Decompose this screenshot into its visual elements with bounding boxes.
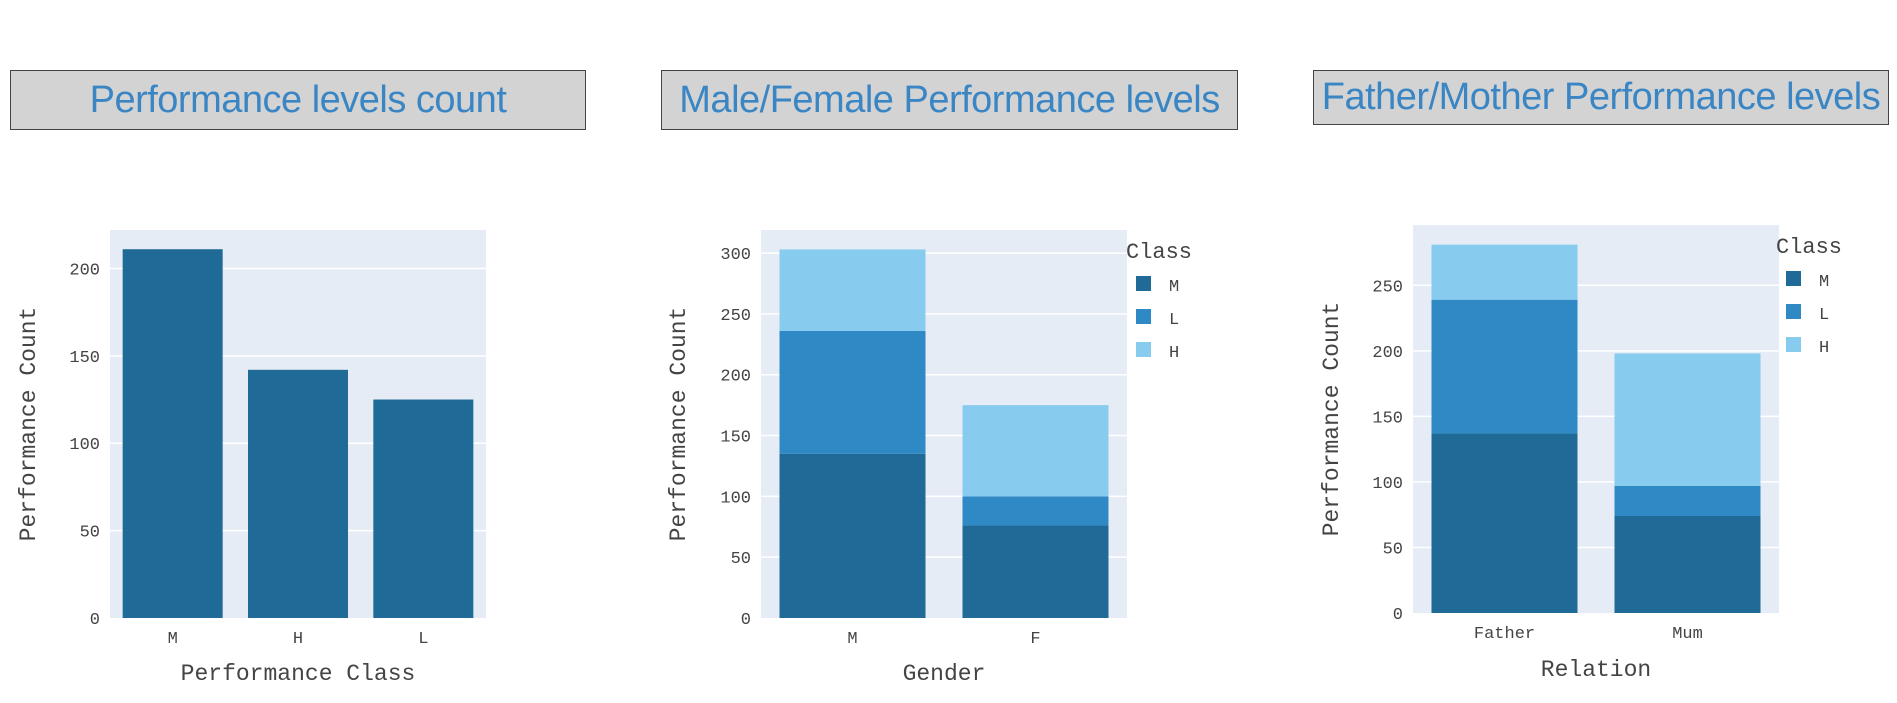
bar [373,399,474,618]
chart-title: Performance levels count [10,70,586,130]
y-axis-title: Performance Count [16,307,42,542]
bar-segment-M [962,525,1109,618]
legend-label: H [1169,344,1179,363]
x-tick-label: F [1030,630,1040,649]
bar-segment-L [779,330,926,454]
x-tick-label: M [847,630,857,649]
y-tick-label: 250 [1372,278,1403,297]
y-axis-title: Performance Count [1319,302,1345,537]
bar-segment-H [779,249,926,331]
bar-segment-L [1614,485,1761,516]
legend-label: L [1819,306,1829,325]
bar-segment-H [1614,353,1761,486]
legend-swatch-L [1136,309,1151,324]
bar-segment-H [962,405,1109,497]
chart-panel-3: Father/Mother Performance levels 0 50 100 1… [1300,0,1897,703]
y-tick-label: 150 [720,429,751,448]
y-axis-title: Performance Count [666,307,692,542]
bar-segment-M [779,453,926,618]
bar [248,369,348,618]
chart-svg: 0 50 100 150 200 250 300 M F Gender Performance Co… [666,230,1192,687]
x-axis-title: Performance Class [181,661,416,687]
y-tick-label: 0 [90,611,100,630]
legend-label: H [1819,339,1829,358]
y-tick-label: 100 [69,436,100,455]
chart-title: Male/Female Performance levels [661,70,1238,130]
bar-segment-H [1431,244,1578,300]
bar-segment-M [1614,516,1761,613]
legend-swatch-H [1786,337,1801,352]
x-axis-title: Relation [1541,657,1651,683]
chart-panel-1: Performance levels count 0 50 100 150 200 M H L… [0,0,600,703]
y-tick-label: 200 [720,368,751,387]
legend-swatch-L [1786,304,1801,319]
chart-svg: 0 50 100 150 200 250 Father Mum Relation Performa… [1319,225,1842,683]
legend-swatch-M [1136,276,1151,291]
legend-swatch-H [1136,342,1151,357]
y-tick-label: 100 [720,489,751,508]
chart-title: Father/Mother Performance levels [1313,70,1889,125]
bar-segment-L [962,496,1109,526]
y-tick-label: 50 [80,524,100,543]
y-tick-label: 150 [69,349,100,368]
x-axis-title: Gender [903,661,986,687]
y-tick-label: 50 [1383,540,1403,559]
legend-title: Class [1776,235,1842,260]
y-tick-label: 50 [731,550,751,569]
bar-segment-L [1431,299,1578,434]
legend-label: M [1169,278,1179,297]
x-tick-label: Father [1474,625,1535,644]
legend-label: L [1169,311,1179,330]
y-tick-label: 250 [720,307,751,326]
legend-swatch-M [1786,271,1801,286]
y-tick-label: 300 [720,246,751,265]
bar [122,249,223,618]
x-tick-label: M [168,630,178,649]
legend-label: M [1819,273,1829,292]
chart-panel-2: Male/Female Performance levels 0 50 100 150… [650,0,1270,703]
y-tick-label: 200 [1372,344,1403,363]
y-tick-label: 100 [1372,475,1403,494]
y-tick-label: 150 [1372,409,1403,428]
x-tick-label: L [418,630,428,649]
y-tick-label: 0 [741,611,751,630]
x-tick-label: Mum [1672,625,1703,644]
legend-title: Class [1126,240,1192,265]
bar-segment-M [1431,433,1578,613]
y-tick-label: 0 [1393,606,1403,625]
x-tick-label: H [293,630,303,649]
y-tick-label: 200 [69,261,100,280]
